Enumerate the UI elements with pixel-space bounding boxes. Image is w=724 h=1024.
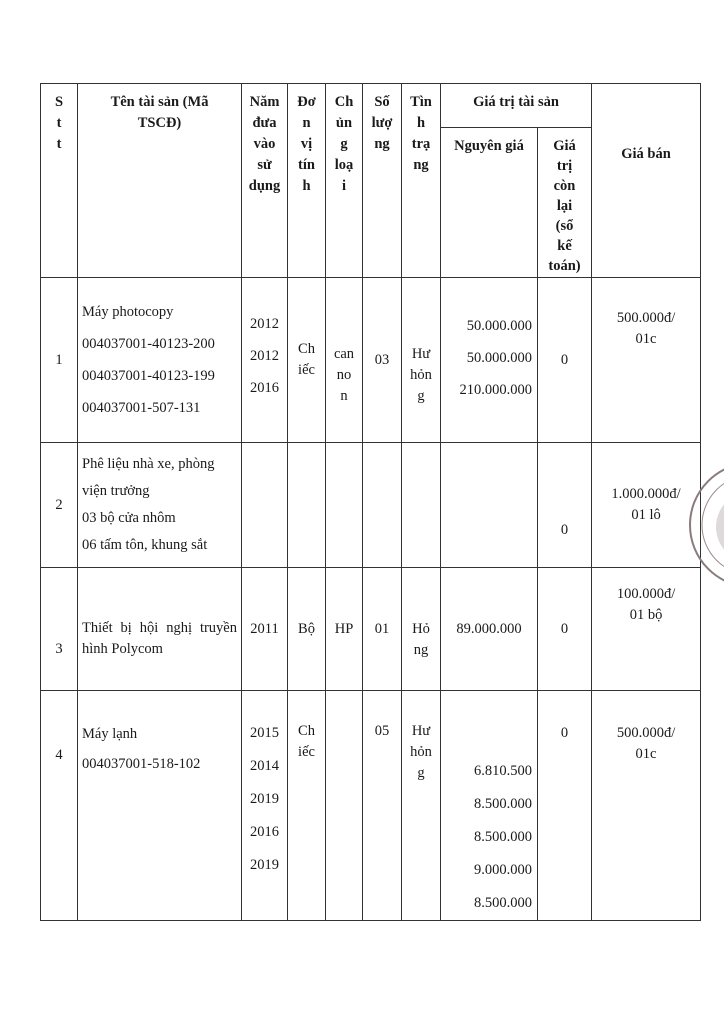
header-value-group: Giá trị tài sản	[439, 83, 593, 128]
header-year: Năm đưa vào sử dụng	[241, 83, 288, 278]
cell-name: Phê liệu nhà xe, phòng viện trưởng 03 bộ…	[77, 442, 242, 568]
cell-original: 6.810.500 8.500.000 8.500.000 9.000.000 …	[440, 690, 538, 921]
cell-remaining: 0	[536, 567, 593, 691]
cell-year: 2011	[241, 567, 288, 691]
table-row: 2 Phê liệu nhà xe, phòng viện trưởng 03 …	[40, 442, 702, 568]
cell-unit: Ch iếc	[287, 690, 326, 921]
cell-year	[241, 442, 288, 568]
cell-stt: 4	[40, 690, 78, 921]
asset-table: S t t Tên tài sản (Mã TSCĐ) Năm đưa vào …	[40, 83, 702, 921]
cell-remaining: 0	[536, 277, 593, 443]
cell-remaining: 0	[536, 442, 593, 568]
table-row: 1 Máy photocopy 004037001-40123-200 0040…	[40, 277, 702, 443]
cell-price: 100.000đ/ 01 bộ	[591, 567, 702, 691]
cell-qty: 01	[362, 567, 402, 691]
cell-original	[440, 442, 538, 568]
cell-price: 1.000.000đ/ 01 lô	[591, 442, 702, 568]
header-stt: S t t	[40, 83, 78, 278]
cell-name: Thiết bị hội nghị truyền hình Polycom	[77, 567, 242, 691]
cell-type: can no n	[325, 277, 363, 443]
cell-stt: 3	[40, 567, 78, 691]
header-remaining: Giá trị còn lại (sổ kế toán)	[536, 127, 593, 278]
table-row: 4 Máy lạnh 004037001-518-102 2015 2014 2…	[40, 690, 702, 921]
cell-original: 89.000.000	[440, 567, 538, 691]
cell-price: 500.000đ/ 01c	[591, 277, 702, 443]
header-unit: Đơ n vị tín h	[287, 83, 326, 278]
cell-name: Máy lạnh 004037001-518-102	[77, 690, 242, 921]
cell-stt: 1	[40, 277, 78, 443]
cell-remaining: 0	[536, 690, 593, 921]
cell-unit	[287, 442, 326, 568]
header-qty: Số lượ ng	[362, 83, 402, 278]
cell-qty: 03	[362, 277, 402, 443]
header-status: Tìn h trạ ng	[401, 83, 441, 278]
cell-status: Hỏ ng	[401, 567, 441, 691]
cell-price: 500.000đ/ 01c	[591, 690, 702, 921]
cell-type	[325, 442, 363, 568]
cell-unit: Ch iếc	[287, 277, 326, 443]
header-name: Tên tài sản (Mã TSCĐ)	[77, 83, 242, 278]
cell-status: Hư hỏn g	[401, 277, 441, 443]
cell-name: Máy photocopy 004037001-40123-200 004037…	[77, 277, 242, 443]
cell-year: 2012 2012 2016	[241, 277, 288, 443]
cell-type: HP	[325, 567, 363, 691]
cell-type	[325, 690, 363, 921]
header-price: Giá bán	[591, 83, 702, 278]
cell-qty: 05	[362, 690, 402, 921]
cell-status	[401, 442, 441, 568]
header-type: Ch ủn g loạ i	[325, 83, 363, 278]
official-stamp	[689, 468, 724, 582]
table-row: 3 Thiết bị hội nghị truyền hình Polycom …	[40, 567, 702, 691]
header-original: Nguyên giá	[440, 127, 538, 278]
cell-stt: 2	[40, 442, 78, 568]
cell-year: 2015 2014 2019 2016 2019	[241, 690, 288, 921]
cell-original: 50.000.000 50.000.000 210.000.000	[440, 277, 538, 443]
cell-unit: Bộ	[287, 567, 326, 691]
cell-qty	[362, 442, 402, 568]
cell-status: Hư hỏn g	[401, 690, 441, 921]
